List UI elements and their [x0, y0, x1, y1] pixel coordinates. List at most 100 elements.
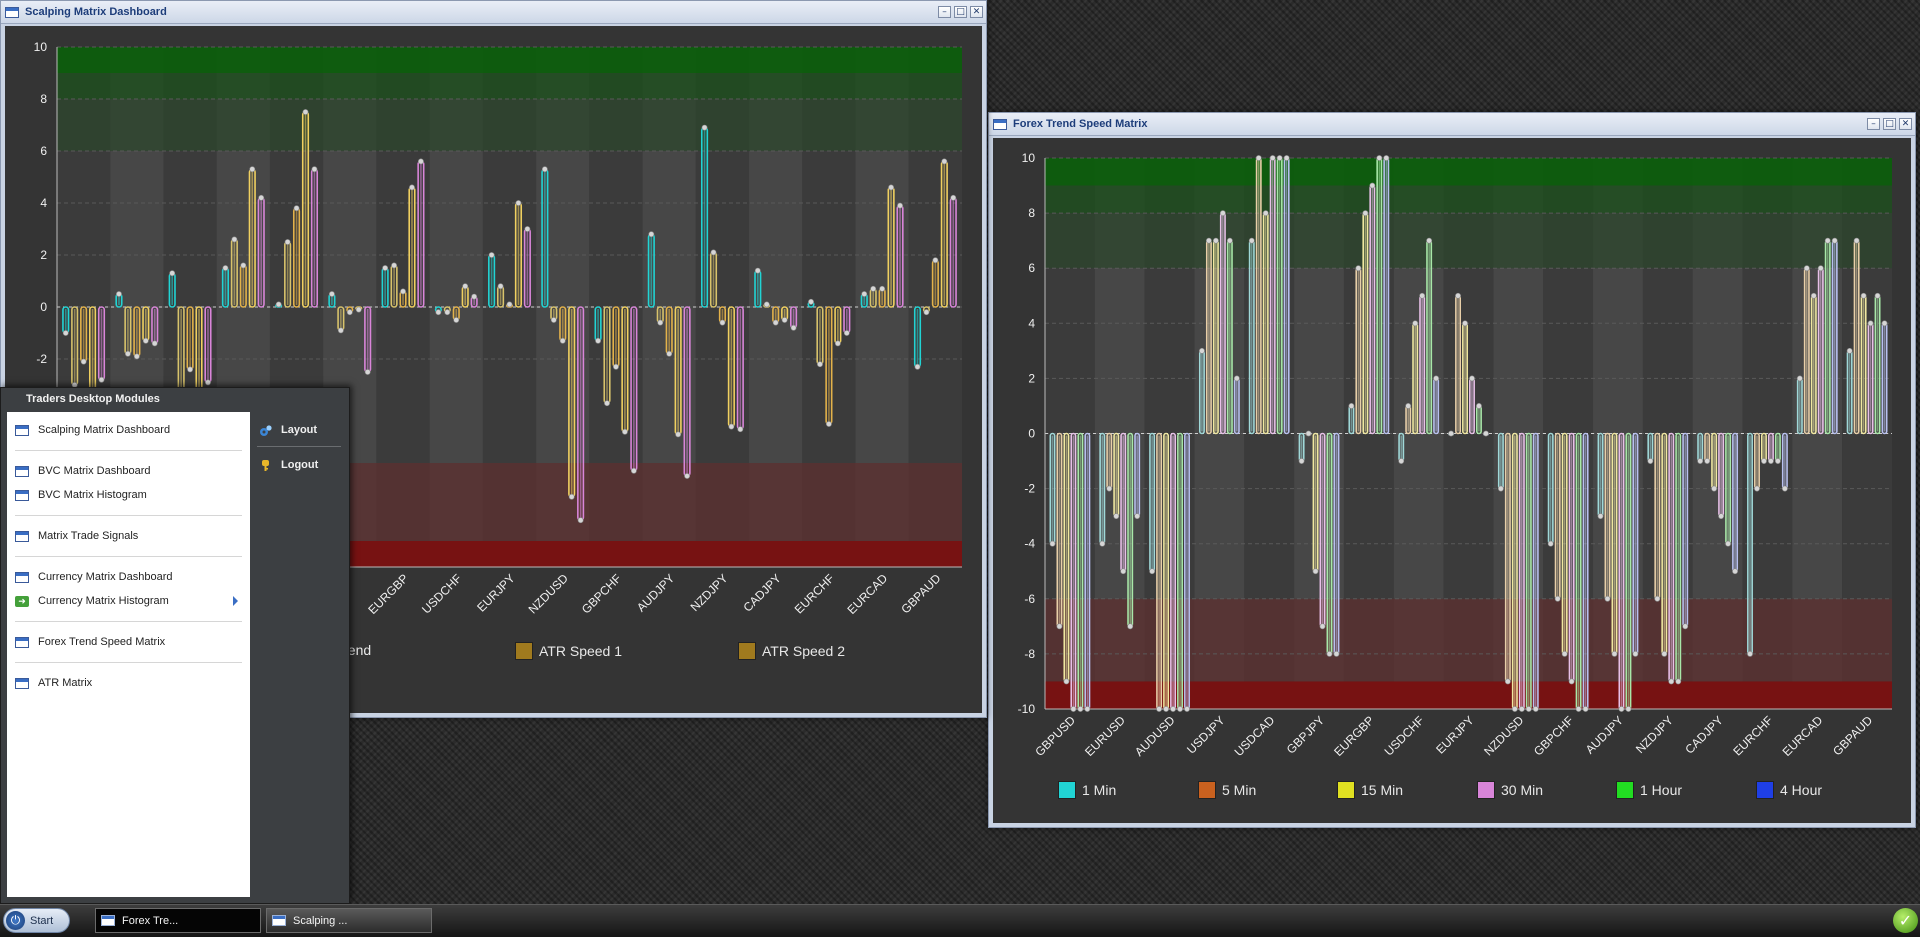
legend-swatch — [738, 642, 756, 660]
legend-item[interactable]: 1 Hour — [1616, 781, 1682, 799]
forex-chart-area: 10 8 6 4 2 0 -2 -4 -6 -8 -10 GBPUSD EURUSD AUDUSD USDJ… — [993, 138, 1911, 823]
layout-button[interactable]: Layout — [253, 416, 345, 444]
y-tick-label: 2 — [1028, 371, 1035, 385]
data-bar-core — [64, 309, 67, 331]
data-bar-core — [1364, 215, 1367, 432]
legend-item[interactable]: 15 Min — [1337, 781, 1403, 799]
data-point — [728, 423, 735, 430]
data-point — [346, 309, 353, 316]
data-point — [1568, 678, 1575, 685]
data-point — [1199, 347, 1205, 354]
gear-icon — [260, 424, 272, 436]
x-tick-label: EURCAD — [845, 571, 891, 617]
scalping-titlebar[interactable]: Scalping Matrix Dashboard – □ ✕ — [1, 1, 986, 24]
data-point — [1312, 568, 1319, 575]
legend-item[interactable]: ATR Speed 1 — [515, 642, 622, 660]
menu-item-currency-matrix-dashboard[interactable]: Currency Matrix Dashboard — [7, 565, 250, 589]
data-point — [1697, 458, 1704, 464]
data-point — [923, 309, 930, 316]
menu-item-bvc-matrix-histogram[interactable]: BVC Matrix Histogram — [7, 483, 250, 507]
data-point — [861, 291, 868, 297]
menu-item-scalping-matrix-dashboard[interactable]: Scalping Matrix Dashboard — [7, 418, 250, 442]
forex-trend-titlebar[interactable]: Forex Trend Speed Matrix – □ ✕ — [989, 113, 1915, 136]
data-point — [400, 288, 406, 295]
data-point — [1084, 706, 1091, 712]
data-point — [1511, 706, 1518, 712]
data-bar-core — [1855, 242, 1858, 432]
data-bar-core — [313, 171, 316, 305]
taskbar-button-forex[interactable]: Forex Tre... — [95, 908, 261, 933]
data-point — [657, 319, 664, 326]
data-bar-core — [774, 309, 777, 321]
data-bar-core — [1350, 407, 1353, 432]
data-point — [1255, 155, 1262, 161]
close-icon[interactable]: ✕ — [970, 6, 983, 18]
menu-item-atr-matrix[interactable]: ATR Matrix — [7, 671, 250, 695]
data-bar-core — [286, 244, 289, 305]
x-tick-label: GBPUSD — [1032, 713, 1078, 759]
data-bar-core — [943, 163, 946, 305]
data-bar-core — [1151, 435, 1153, 570]
data-point — [577, 517, 584, 524]
minimize-icon[interactable]: – — [938, 6, 951, 18]
data-point — [1824, 237, 1831, 244]
data-point — [648, 231, 655, 238]
y-tick-label: -2 — [36, 352, 47, 366]
data-point — [941, 158, 948, 165]
submenu-arrow-icon — [233, 596, 238, 606]
data-bar-core — [118, 296, 120, 305]
data-point — [98, 376, 105, 383]
divider — [15, 515, 242, 516]
data-bar-core — [1229, 242, 1231, 432]
data-point — [675, 431, 682, 438]
logout-button[interactable]: Logout — [253, 451, 345, 479]
x-tick-label: EURUSD — [1082, 713, 1128, 759]
y-tick-label: 0 — [1028, 427, 1035, 441]
data-point — [763, 301, 770, 308]
data-bar-core — [606, 309, 608, 402]
data-point — [1483, 430, 1489, 437]
data-point — [950, 194, 957, 201]
y-tick-label: 8 — [40, 92, 47, 106]
menu-item-bvc-matrix-dashboard[interactable]: BVC Matrix Dashboard — [7, 459, 250, 483]
maximize-icon[interactable]: □ — [954, 6, 967, 18]
data-point — [1177, 706, 1183, 712]
data-bar-core — [712, 254, 715, 305]
logout-label: Logout — [281, 459, 319, 471]
menu-item-forex-trend-speed-matrix[interactable]: Forex Trend Speed Matrix — [7, 630, 250, 654]
data-point — [826, 421, 832, 427]
data-point — [1099, 540, 1106, 547]
data-bar-core — [1720, 435, 1722, 515]
maximize-icon[interactable]: □ — [1883, 118, 1896, 130]
data-point — [897, 202, 903, 209]
data-point — [116, 291, 122, 297]
data-bar-core — [1883, 325, 1886, 432]
data-point — [888, 184, 894, 191]
status-check-icon[interactable]: ✓ — [1893, 908, 1918, 933]
data-bar-core — [1457, 297, 1459, 432]
data-point — [1618, 706, 1625, 712]
legend-item[interactable]: ATR Speed 2 — [738, 642, 845, 660]
menu-item-currency-matrix-histogram[interactable]: Currency Matrix Histogram — [7, 589, 250, 613]
data-point — [1732, 568, 1738, 575]
legend-item[interactable]: 1 Min — [1058, 781, 1116, 799]
legend-item[interactable]: 4 Hour — [1756, 781, 1822, 799]
data-point — [1149, 568, 1156, 575]
minimize-icon[interactable]: – — [1867, 118, 1880, 130]
data-bar-core — [1770, 435, 1772, 460]
close-icon[interactable]: ✕ — [1899, 118, 1912, 130]
legend-item[interactable]: 5 Min — [1198, 781, 1256, 799]
start-button[interactable]: ⏻ Start — [3, 908, 70, 933]
data-bar-core — [1749, 435, 1751, 652]
data-bar-core — [1527, 435, 1530, 707]
divider — [15, 450, 242, 451]
data-point — [1419, 292, 1426, 299]
data-point — [1718, 513, 1725, 520]
menu-item-matrix-trade-signals[interactable]: Matrix Trade Signals — [7, 524, 250, 548]
data-bar-core — [180, 309, 182, 389]
x-tick-label: USDJPY — [1184, 713, 1227, 756]
data-bar-core — [783, 309, 786, 318]
taskbar-button-scalping[interactable]: Scalping ... — [266, 908, 432, 933]
forex-trend-window[interactable]: Forex Trend Speed Matrix – □ ✕ 10 8 6 4 2 0 -2… — [988, 112, 1916, 828]
legend-item[interactable]: 30 Min — [1477, 781, 1543, 799]
